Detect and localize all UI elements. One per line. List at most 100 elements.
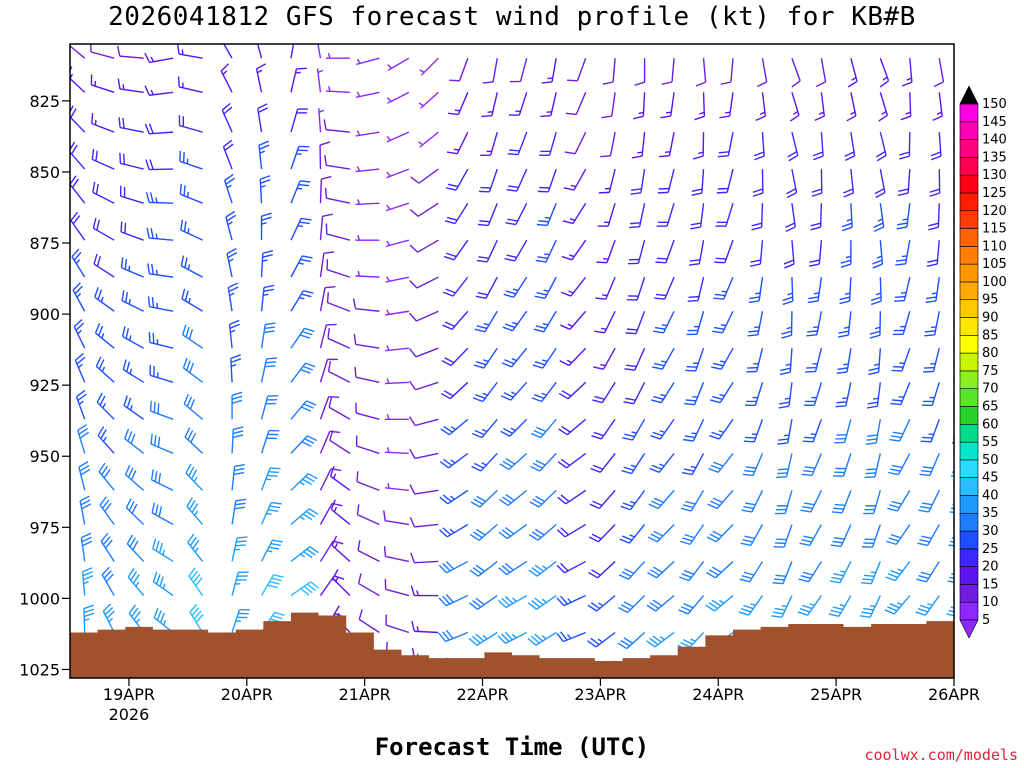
wind-barb	[772, 561, 793, 585]
barb-feather	[101, 499, 110, 509]
colorbar-swatch	[959, 228, 979, 247]
wind-barb	[290, 581, 320, 597]
barb-feather	[896, 226, 907, 230]
barb-feather	[601, 115, 612, 119]
y-tick-label: 850	[29, 163, 60, 182]
barb-feather	[652, 566, 663, 573]
barb-feather	[797, 611, 808, 616]
wind-barb	[889, 418, 911, 442]
barb-feather	[684, 533, 695, 539]
barb-feather	[803, 469, 814, 473]
wind-barb	[152, 571, 174, 597]
barb-feather	[224, 143, 234, 151]
colorbar-label: 80	[982, 346, 999, 361]
barb-feather	[234, 463, 245, 468]
barb-feather	[710, 500, 721, 507]
barb-feather	[618, 574, 629, 580]
barb-feather	[262, 254, 273, 258]
barb-half-feather	[257, 69, 263, 74]
wind-barb	[541, 58, 557, 84]
barb-staff	[871, 524, 881, 548]
wind-barb	[409, 310, 439, 322]
barb-feather	[157, 436, 161, 448]
barb-staff	[576, 57, 587, 82]
barb-feather	[564, 151, 576, 155]
barb-feather	[620, 604, 631, 611]
barb-feather	[712, 497, 723, 504]
barb-half-feather	[690, 638, 696, 642]
barb-staff	[355, 91, 380, 99]
barb-feather	[713, 297, 724, 300]
barb-staff	[452, 276, 469, 297]
credit-text[interactable]: coolwx.com/models	[864, 746, 1018, 764]
wind-barb	[150, 469, 174, 491]
wind-barb	[443, 239, 469, 261]
barb-feather	[652, 431, 663, 437]
barb-feather	[123, 395, 128, 406]
barb-feather	[921, 502, 933, 506]
wind-barb	[630, 168, 646, 195]
barb-feather	[809, 259, 820, 263]
barb-feather	[95, 356, 102, 367]
barb-feather	[503, 392, 514, 398]
barb-feather	[189, 603, 198, 613]
barb-feather	[784, 263, 795, 269]
wind-barb	[223, 44, 233, 59]
wind-barb	[620, 489, 646, 511]
barb-feather	[333, 605, 340, 616]
wind-barb	[657, 168, 675, 194]
barb-half-feather	[957, 641, 962, 642]
barb-feather	[777, 468, 789, 471]
barb-feather	[95, 150, 98, 162]
barb-feather	[745, 436, 756, 439]
barb-feather	[743, 571, 755, 576]
barb-feather	[70, 175, 77, 185]
barb-feather	[596, 261, 607, 264]
barb-feather	[504, 323, 516, 329]
wind-barb	[144, 85, 174, 96]
barb-half-feather	[266, 512, 272, 515]
barb-feather	[624, 368, 635, 371]
wind-barb	[682, 418, 705, 442]
barb-staff	[612, 58, 616, 83]
barb-staff	[416, 310, 439, 322]
barb-feather	[130, 433, 136, 444]
wind-barb	[384, 414, 409, 420]
barb-staff	[510, 381, 528, 401]
barb-half-feather	[387, 483, 390, 489]
wind-barb	[409, 276, 439, 289]
barb-feather	[778, 405, 790, 409]
colorbar-label: 25	[982, 542, 999, 557]
wind-barb	[151, 502, 174, 526]
barb-feather	[560, 631, 568, 641]
barb-feather	[719, 115, 730, 119]
barb-half-feather	[101, 366, 106, 372]
wind-barb	[622, 418, 646, 441]
barb-staff	[453, 239, 469, 261]
barb-feather	[319, 141, 331, 146]
barb-feather	[559, 360, 570, 367]
barb-half-feather	[155, 197, 158, 203]
wind-barb	[932, 92, 943, 121]
wind-barb	[150, 433, 174, 455]
barb-half-feather	[150, 56, 155, 63]
barb-feather	[652, 366, 663, 370]
barb-feather	[811, 188, 822, 193]
barb-feather	[442, 324, 453, 330]
colorbar-label: 75	[982, 364, 999, 379]
barb-feather	[96, 219, 100, 231]
colorbar-label: 135	[982, 150, 1007, 165]
x-tick-label: 20APR	[221, 685, 273, 704]
wind-barb	[357, 540, 380, 563]
barb-feather	[102, 536, 111, 546]
barb-feather	[122, 117, 125, 129]
barb-half-feather	[602, 294, 608, 297]
barb-feather	[846, 115, 857, 122]
barb-feather	[263, 284, 275, 289]
wind-barb	[319, 502, 343, 525]
barb-half-feather	[787, 292, 793, 296]
barb-feather	[298, 183, 309, 187]
barb-staff	[611, 92, 616, 117]
wind-barb	[741, 490, 764, 513]
barb-staff	[356, 481, 380, 492]
